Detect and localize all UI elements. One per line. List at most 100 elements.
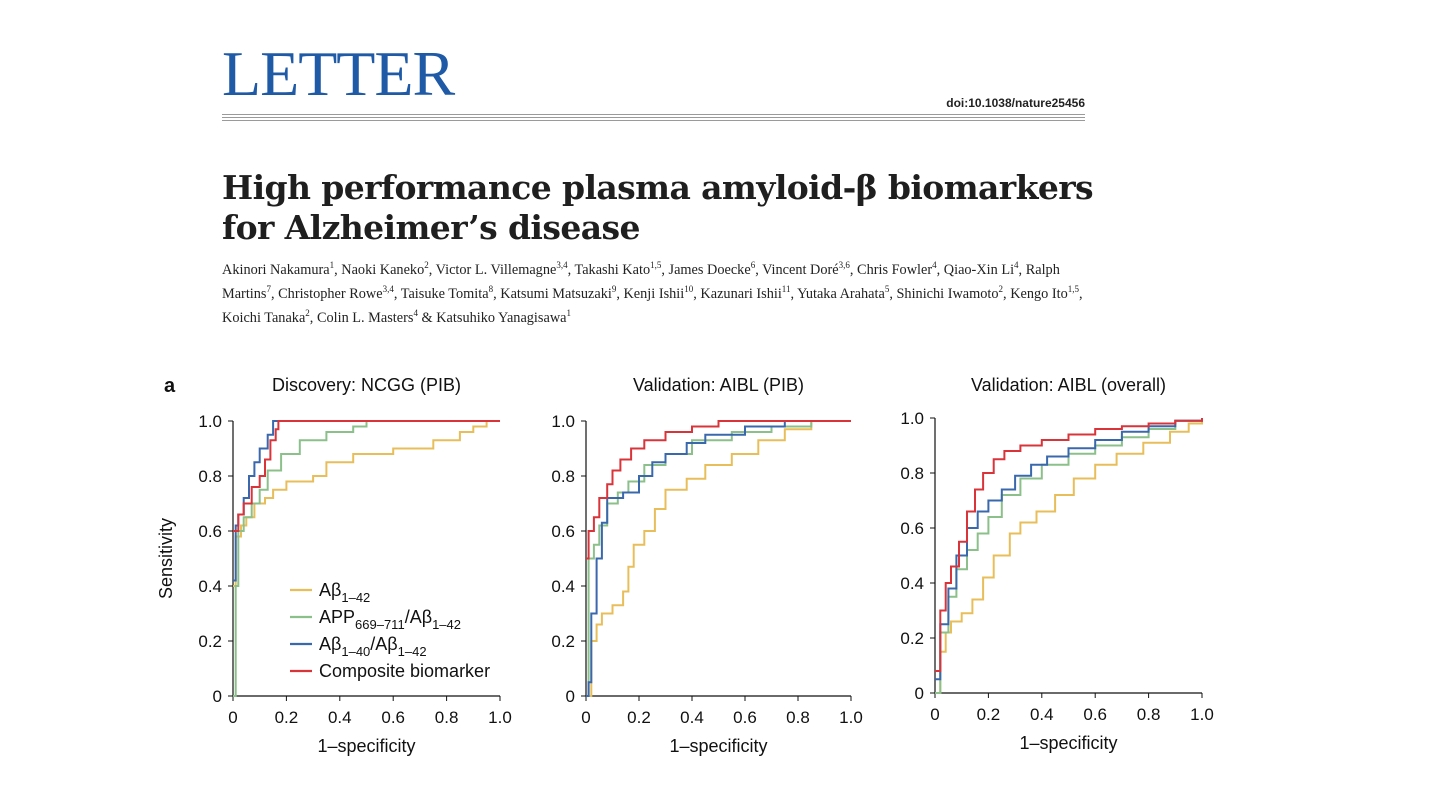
header-rule-2 (222, 117, 1085, 118)
y-axis-label: Sensitivity (156, 518, 176, 599)
roc-curve (233, 420, 500, 582)
x-axis-label: 1–specificity (669, 736, 767, 756)
roc-figure: a Discovery: NCGG (PIB) 0 0.2 0.4 0.6 0.8 1.0 0… (156, 375, 1214, 756)
author-separator: , (661, 261, 669, 278)
x-tick-label: 0.6 (1083, 705, 1107, 724)
x-axis-label: 1–specificity (1019, 733, 1117, 753)
author-affiliation: 2 (424, 260, 429, 270)
y-tick-label: 0.8 (551, 467, 575, 486)
author-separator: , (889, 285, 897, 302)
panel-label: a (164, 375, 176, 397)
author-name: Colin L. Masters (316, 309, 414, 326)
author-name: Katsuhiko Yanagisawa (436, 309, 567, 326)
title-line-1: High performance plasma amyloid-β biomar… (222, 168, 1094, 207)
author-separator: , (428, 261, 436, 278)
author-separator: , (1079, 285, 1083, 302)
author-affiliation: 2 (305, 307, 310, 318)
roc-curve (586, 420, 851, 560)
author-affiliation: 1 (566, 307, 571, 318)
x-tick-label: 0.4 (328, 708, 352, 727)
doi[interactable]: doi:10.1038/nature25456 (946, 96, 1085, 110)
author-affiliation: 3,6 (838, 260, 850, 270)
y-tick-label: 1.0 (900, 409, 924, 428)
header-rule-3 (222, 120, 1085, 121)
x-tick-label: 0 (228, 708, 237, 727)
roc-curve (233, 420, 500, 697)
author-separator: , (1003, 285, 1011, 302)
x-tick-label: 1.0 (839, 708, 863, 727)
author-name: Naoki Kaneko (341, 261, 425, 278)
chart-title: Validation: AIBL (overall) (971, 375, 1166, 395)
y-tick-label: 0 (566, 687, 575, 706)
roc-curve (233, 420, 500, 587)
y-tick-label: 0.6 (551, 522, 575, 541)
section-heading: LETTER (222, 38, 455, 109)
roc-curve (935, 418, 1203, 694)
author-affiliation: 7 (266, 283, 271, 294)
author-name: Koichi Tanaka (222, 309, 306, 326)
author-separator: , (334, 261, 342, 278)
author-separator: , (567, 261, 575, 278)
author-affiliation: 1,5 (650, 260, 662, 270)
author-separator: , (849, 261, 858, 278)
y-tick-label: 0.6 (900, 519, 924, 538)
author-name: Akinori Nakamura (222, 261, 330, 278)
author-separator: , (393, 285, 401, 302)
y-tick-label: 1.0 (551, 412, 575, 431)
author-name: Takashi Kato (574, 261, 651, 278)
chart-title: Discovery: NCGG (PIB) (272, 375, 461, 395)
x-tick-label: 0.8 (1137, 705, 1161, 724)
author-affiliation: 4 (1014, 260, 1019, 270)
author-separator: , (693, 285, 701, 302)
roc-curve (586, 420, 851, 697)
author-affiliation: 1,5 (1067, 283, 1080, 294)
y-tick-label: 0.4 (900, 574, 924, 593)
author-affiliation: 3,4 (382, 283, 394, 294)
author-affiliation: 4 (932, 260, 937, 270)
y-tick-label: 0.8 (900, 464, 924, 483)
author-affiliation: 1 (329, 260, 335, 270)
x-tick-label: 0.2 (275, 708, 299, 727)
roc-curve (586, 420, 851, 697)
x-tick-label: 0 (930, 705, 939, 724)
roc-curve (935, 418, 1203, 672)
author-name: Kazunari Ishii (700, 285, 782, 302)
y-tick-label: 1.0 (198, 412, 222, 431)
author-name: Qiao-Xin Li (943, 261, 1015, 278)
y-tick-label: 0.4 (551, 577, 575, 596)
x-tick-label: 0.8 (435, 708, 459, 727)
author-affiliation: 4 (413, 307, 418, 318)
author-name: James Doecke (668, 261, 751, 278)
author-name: Chris Fowler (857, 261, 933, 278)
roc-curve (586, 420, 851, 697)
author-separator: , (616, 285, 624, 302)
chart-title: Validation: AIBL (PIB) (633, 375, 804, 395)
x-tick-label: 1.0 (1190, 705, 1214, 724)
x-tick-label: 1.0 (488, 708, 512, 727)
author-affiliation: 2 (998, 283, 1004, 294)
author-separator: , (270, 285, 279, 302)
author-affiliation: 10 (684, 283, 694, 294)
author-affiliation: 8 (488, 283, 494, 294)
y-tick-label: 0 (915, 684, 924, 703)
author-separator: , (936, 261, 944, 278)
author-separator: , (309, 309, 317, 326)
x-tick-label: 0.6 (381, 708, 405, 727)
x-axis-label: 1–specificity (317, 736, 415, 756)
author-name: Shinichi Iwamoto (896, 285, 999, 302)
paper-title: High performance plasma amyloid-β biomar… (222, 168, 1122, 248)
y-tick-label: 0 (213, 687, 222, 706)
y-tick-label: 0.2 (198, 632, 222, 651)
author-affiliation: 9 (611, 283, 617, 294)
legend-label: APP669–711/Aβ1–42 (319, 607, 461, 632)
x-tick-label: 0.8 (786, 708, 810, 727)
author-name: Vincent Doré (762, 261, 839, 278)
roc-curve (233, 420, 500, 532)
author-separator: , (790, 285, 798, 302)
x-tick-label: 0.2 (627, 708, 651, 727)
author-affiliation: 11 (781, 283, 791, 294)
author-separator: , (493, 285, 501, 302)
x-tick-label: 0.2 (977, 705, 1001, 724)
author-name: Ralph Martins (222, 261, 1060, 302)
author-name: Victor L. Villemagne (435, 261, 557, 278)
